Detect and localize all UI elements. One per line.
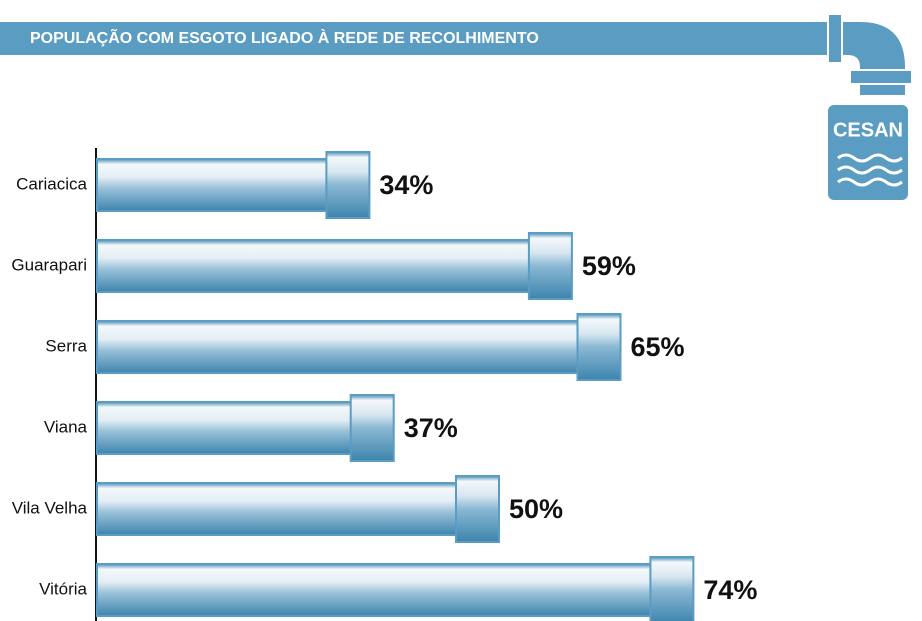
category-label: Serra [45,336,87,355]
category-label: Vitória [39,579,87,598]
logo-text: CESAN [833,119,903,141]
bar [97,233,572,299]
bar [97,152,369,218]
bar [97,557,693,621]
category-label: Cariacica [16,174,87,193]
value-label: 34% [379,170,433,200]
category-label: Guarapari [11,255,87,274]
category-label: Viana [44,417,88,436]
value-label: 59% [582,251,636,281]
value-label: 74% [703,575,757,605]
chart: CESAN POPULAÇÃO COM ESGOTO LIGADO À REDE… [0,0,922,621]
category-label: Vila Velha [12,498,88,517]
value-label: 50% [509,494,563,524]
bar [97,395,394,461]
value-label: 65% [631,332,685,362]
value-label: 37% [404,413,458,443]
chart-title: POPULAÇÃO COM ESGOTO LIGADO À REDE DE RE… [30,27,539,47]
bar [97,476,499,542]
bar [97,314,621,380]
